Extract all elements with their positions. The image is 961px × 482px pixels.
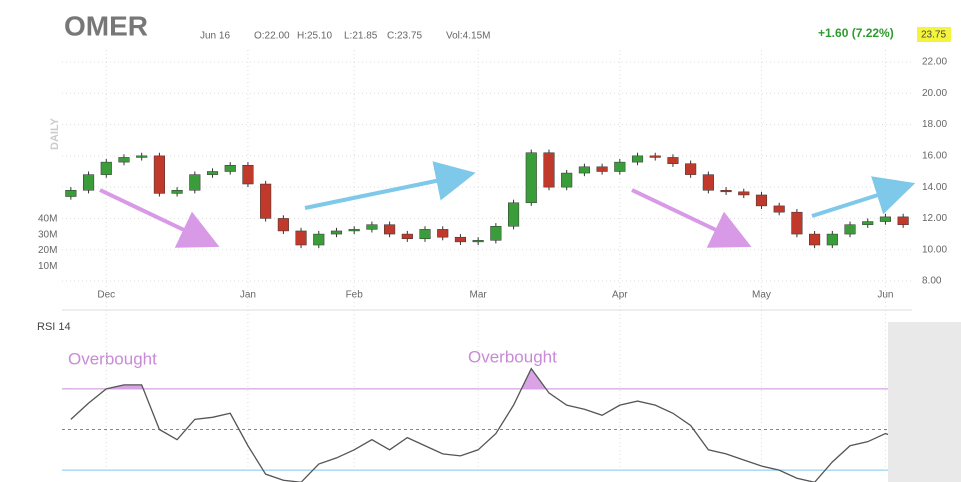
- video-overlay: [888, 322, 961, 482]
- candle-body: [100, 161, 112, 175]
- last-price: 23.75: [921, 30, 946, 41]
- period-label: DAILY: [49, 117, 61, 150]
- candle-body: [879, 216, 891, 222]
- x-tick-label: Feb: [346, 290, 364, 301]
- candle-body: [65, 190, 77, 197]
- x-tick-label: Mar: [470, 290, 488, 301]
- candle-body: [313, 233, 325, 246]
- y2-tick-label: 40M: [38, 214, 57, 225]
- y-tick-label: 22.00: [922, 57, 947, 68]
- x-tick-label: May: [752, 290, 771, 301]
- candle-body: [454, 236, 466, 243]
- candle-body: [720, 190, 732, 193]
- candle-body: [260, 183, 272, 219]
- candle-body: [738, 191, 750, 196]
- quote-change: +1.60 (7.22%): [818, 26, 894, 40]
- y-tick-label: 8.00: [922, 276, 942, 287]
- candle-body: [330, 230, 343, 235]
- chart-title: OMER: [64, 10, 148, 41]
- candle-body: [543, 152, 555, 188]
- x-tick-label: Apr: [612, 290, 628, 301]
- candle-body: [118, 157, 130, 163]
- candle-body: [206, 171, 219, 175]
- candle-body: [242, 164, 254, 185]
- y-tick-label: 14.00: [922, 182, 947, 193]
- candle-body: [578, 166, 590, 174]
- x-tick-label: Dec: [97, 290, 115, 301]
- candle-body: [419, 229, 431, 240]
- candle-body: [897, 216, 909, 225]
- candle-body: [685, 163, 697, 175]
- candle-body: [667, 157, 679, 164]
- candle-body: [277, 218, 289, 232]
- candle-body: [809, 233, 821, 246]
- candle-body: [631, 155, 644, 163]
- candle-body: [295, 230, 307, 246]
- x-tick-label: Jan: [240, 290, 256, 301]
- candle-body: [826, 233, 838, 246]
- candle-body: [862, 221, 874, 225]
- candle-body: [472, 240, 484, 243]
- y-tick-label: 16.00: [922, 150, 947, 161]
- rsi-line: [70, 367, 904, 482]
- x-tick-label: Jun: [877, 290, 893, 301]
- quote-open: O:22.00: [254, 31, 290, 42]
- candle-body: [773, 205, 785, 213]
- annotation: Overbought: [68, 349, 157, 368]
- candle-body: [649, 155, 661, 158]
- plot: 8.00 10.00 12.00 14.00 16.00 18.00 20.00 22.00 1…: [38, 50, 947, 482]
- candle-body: [366, 224, 378, 230]
- candle-body: [561, 172, 573, 188]
- quote-high: H:25.10: [297, 31, 332, 42]
- candle-body: [791, 211, 803, 235]
- candle-body: [437, 229, 449, 238]
- candle-body: [171, 190, 183, 194]
- candle-body: [596, 166, 608, 172]
- candle-body: [702, 174, 714, 191]
- trend-arrow: [631, 188, 752, 248]
- candle-body: [525, 152, 537, 204]
- candle-body: [384, 224, 396, 235]
- y-tick-label: 18.00: [922, 119, 947, 130]
- y-tick-label: 10.00: [922, 244, 947, 255]
- y2-tick-label: 10M: [38, 261, 57, 272]
- y2-tick-label: 20M: [38, 245, 57, 256]
- trend-arrow: [304, 161, 476, 210]
- y-tick-label: 20.00: [922, 88, 947, 99]
- rsi-title: RSI 14: [37, 321, 71, 333]
- candle-body: [189, 174, 201, 191]
- candle-body: [136, 155, 148, 158]
- y-tick-label: 12.00: [922, 213, 947, 224]
- trend-arrow: [811, 176, 916, 218]
- candle-body: [153, 155, 165, 194]
- y2-tick-label: 30M: [38, 229, 57, 240]
- quote-volume: Vol:4.15M: [446, 31, 490, 42]
- candle-body: [755, 194, 768, 207]
- quote-close: C:23.75: [387, 31, 422, 42]
- last-price-badge: [917, 27, 951, 42]
- candle-body: [348, 229, 360, 232]
- candle-body: [224, 164, 236, 172]
- quote-date: Jun 16: [200, 31, 230, 42]
- annotation: Overbought: [468, 347, 557, 366]
- trend-arrow: [99, 188, 220, 248]
- candle-body: [401, 233, 413, 240]
- candle-body: [508, 202, 520, 227]
- candle-body: [83, 174, 95, 191]
- quote-low: L:21.85: [344, 31, 378, 42]
- candle-body: [490, 226, 502, 241]
- candle-body: [844, 224, 856, 235]
- candle-body: [614, 161, 626, 172]
